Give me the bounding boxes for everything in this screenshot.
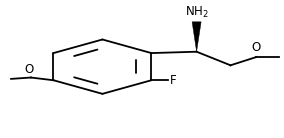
Text: O: O bbox=[251, 41, 261, 54]
Text: O: O bbox=[25, 63, 34, 76]
Text: NH$_2$: NH$_2$ bbox=[185, 5, 208, 20]
Text: F: F bbox=[170, 74, 176, 87]
Polygon shape bbox=[192, 22, 201, 52]
